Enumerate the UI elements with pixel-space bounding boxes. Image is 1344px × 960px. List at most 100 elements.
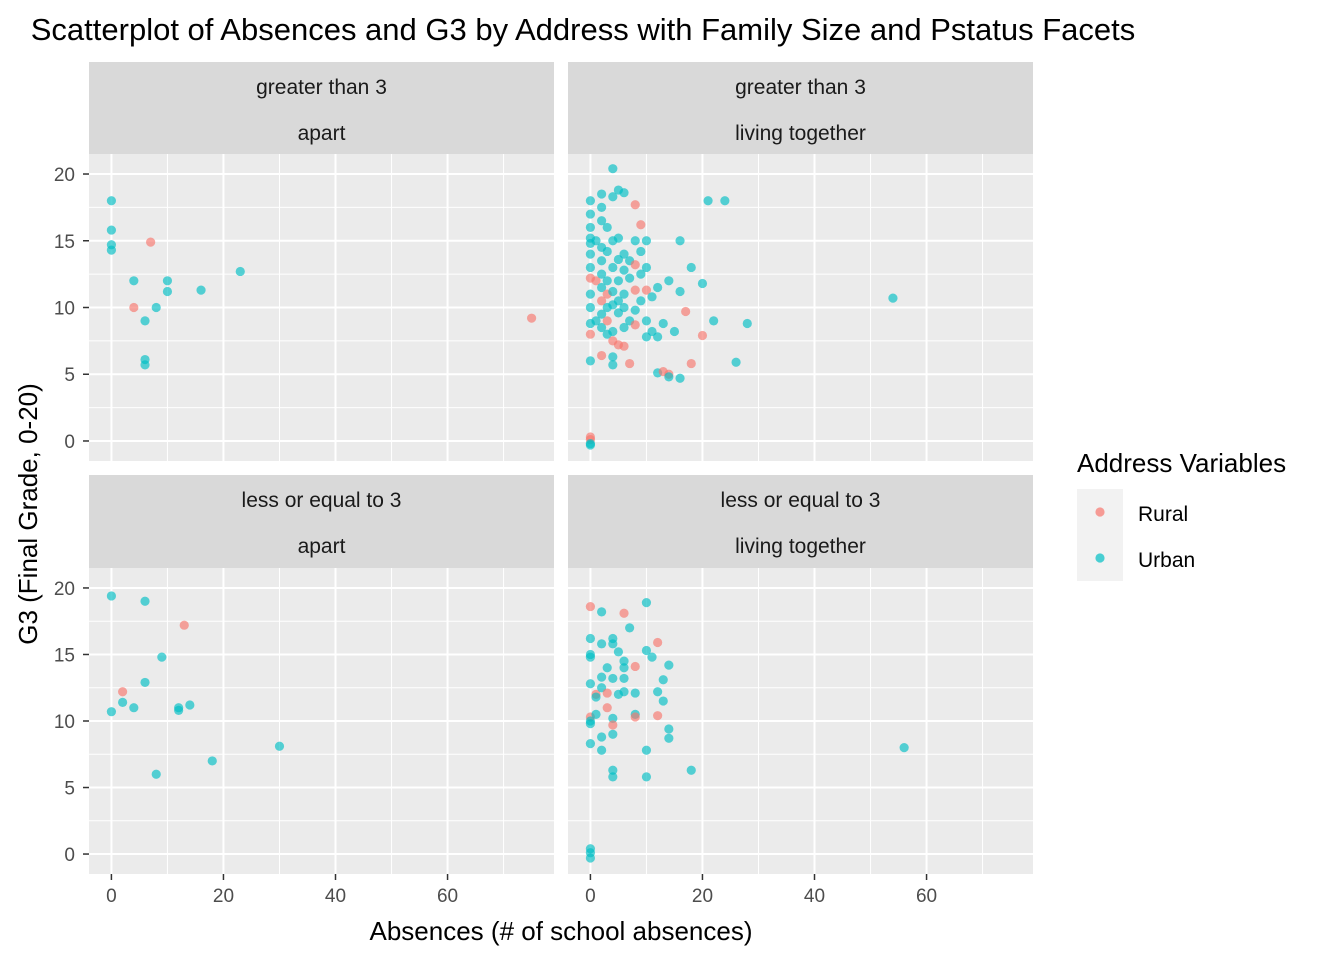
data-point-urban: [585, 853, 596, 863]
data-point-urban: [675, 286, 685, 297]
y-axis-bottom: 0 5 10 15 20: [54, 579, 89, 866]
data-point-urban: [658, 696, 668, 706]
data-point-urban: [664, 660, 674, 670]
data-point-rural: [526, 313, 537, 323]
y-tick-label: 20: [54, 579, 75, 600]
data-point-urban: [664, 724, 674, 734]
x-axis-left: 0 20 40 60: [106, 874, 458, 907]
facet-strip-label-col: apart: [298, 535, 346, 558]
data-point-urban: [625, 273, 635, 283]
facet-strip-label-col: living together: [735, 535, 866, 558]
data-point-urban: [602, 246, 612, 257]
data-point-urban: [647, 292, 657, 302]
data-point-rural: [179, 620, 189, 630]
data-point-urban: [597, 216, 607, 226]
data-point-urban: [591, 709, 601, 719]
data-point-rural: [686, 358, 696, 369]
data-point-urban: [585, 302, 596, 313]
data-point-urban: [608, 765, 618, 775]
data-point-urban: [151, 302, 161, 313]
data-point-urban: [613, 233, 624, 243]
data-point-rural: [602, 703, 612, 713]
legend-label-rural: Rural: [1138, 503, 1188, 526]
x-tick-label: 0: [106, 886, 117, 907]
points-layer: [106, 196, 537, 370]
data-point-urban: [140, 360, 150, 370]
facet-panel-le3-living-together: less or equal to 3 living together: [568, 475, 1033, 874]
data-point-urban: [625, 623, 635, 633]
data-point-urban: [686, 262, 696, 273]
y-tick-label: 10: [54, 712, 75, 733]
grid-lines: [89, 154, 554, 461]
data-point-urban: [106, 591, 117, 601]
data-point-urban: [585, 440, 596, 450]
data-point-urban: [140, 596, 150, 606]
data-point-urban: [675, 373, 685, 383]
data-point-urban: [597, 672, 607, 682]
chart-title: Scatterplot of Absences and G3 by Addres…: [31, 12, 1136, 47]
data-point-urban: [207, 756, 217, 766]
data-point-urban: [174, 705, 184, 715]
data-point-urban: [151, 769, 161, 779]
data-point-urban: [709, 316, 719, 326]
data-point-urban: [140, 316, 150, 326]
x-axis-right: 0 20 40 60: [585, 874, 937, 907]
data-point-urban: [140, 677, 150, 688]
data-point-urban: [608, 326, 618, 337]
points-layer: [585, 597, 909, 863]
y-tick-label: 0: [64, 432, 75, 453]
data-point-urban: [608, 639, 618, 649]
data-point-urban: [597, 269, 607, 279]
data-point-urban: [664, 276, 674, 286]
data-point-urban: [585, 633, 596, 644]
data-point-urban: [619, 302, 629, 313]
facet-strip-gt3-living-together: [568, 62, 1033, 154]
data-point-urban: [619, 265, 629, 275]
y-axis-top: 0 5 10 15 20: [54, 165, 89, 453]
data-point-urban: [653, 332, 663, 342]
data-point-rural: [597, 350, 607, 361]
data-point-urban: [106, 707, 117, 717]
data-point-rural: [636, 220, 646, 230]
data-point-urban: [619, 687, 629, 697]
legend-key-urban: [1095, 553, 1105, 563]
data-point-urban: [636, 269, 646, 279]
data-point-rural: [129, 302, 139, 313]
data-point-urban: [585, 289, 596, 299]
data-point-urban: [619, 188, 629, 198]
data-point-urban: [608, 192, 618, 202]
data-point-urban: [658, 675, 668, 685]
y-tick-label: 5: [64, 779, 75, 800]
data-point-urban: [597, 322, 607, 333]
data-point-urban: [608, 360, 618, 370]
facet-strip-label-row: less or equal to 3: [721, 489, 881, 512]
data-point-urban: [641, 597, 652, 608]
facet-strip-label-row: less or equal to 3: [242, 489, 402, 512]
data-point-rural: [146, 237, 156, 247]
data-point-urban: [619, 673, 629, 684]
data-point-urban: [619, 656, 629, 666]
data-point-urban: [129, 276, 139, 286]
y-tick-label: 15: [54, 232, 75, 253]
data-point-urban: [196, 285, 206, 295]
data-point-urban: [591, 316, 601, 326]
data-point-urban: [641, 645, 652, 656]
data-point-rural: [630, 285, 640, 295]
data-point-urban: [602, 222, 612, 233]
data-point-urban: [129, 703, 139, 713]
data-point-urban: [274, 741, 285, 751]
data-point-urban: [597, 282, 607, 293]
data-point-urban: [591, 236, 601, 246]
facet-panel-le3-apart: less or equal to 3 apart: [89, 475, 554, 874]
data-point-rural: [619, 341, 629, 351]
x-axis-title: Absences (# of school absences): [370, 916, 753, 946]
data-point-urban: [608, 772, 618, 782]
data-point-urban: [641, 316, 652, 326]
data-point-rural: [630, 200, 640, 210]
data-point-urban: [653, 282, 663, 293]
data-point-urban: [597, 607, 607, 617]
data-point-urban: [597, 189, 607, 199]
legend-key-rural: [1095, 507, 1105, 517]
data-point-urban: [585, 196, 596, 206]
x-tick-label: 20: [692, 886, 713, 907]
